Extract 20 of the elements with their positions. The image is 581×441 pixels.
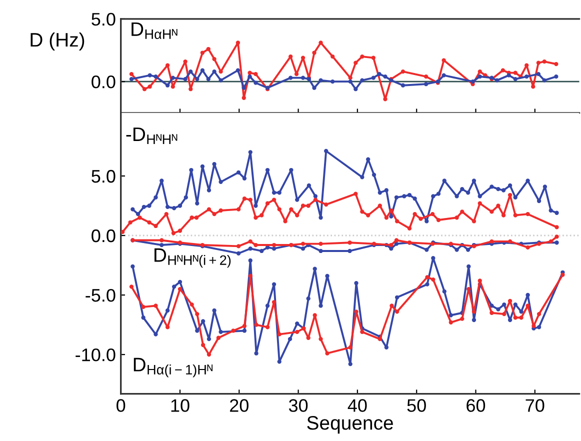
- y-tick-label: 0.0: [92, 76, 116, 88]
- x-tick-label: 40: [348, 399, 367, 412]
- y-tick-label: -10.0: [76, 348, 116, 362]
- annotation: -D$_{HᴺHᴺ}$: [126, 128, 178, 144]
- x-tick-label: 10: [171, 399, 190, 412]
- annotation: D$_{HαHᴺ}$: [132, 22, 178, 40]
- y-tick-label: 5.0: [92, 12, 116, 26]
- x-tick-label: 30: [288, 399, 308, 412]
- annotation: D$_{HᴺHᴺ(i+2)}$: [154, 248, 231, 268]
- x-tick-label: 70: [526, 399, 544, 412]
- y-tick-label: -5.0: [86, 288, 116, 302]
- x-tick-label: 60: [466, 399, 486, 412]
- y-axis-title: D (Hz): [30, 32, 84, 51]
- x-axis-title: Sequence: [307, 416, 393, 434]
- x-tick-label: 20: [230, 399, 248, 412]
- y-tick-label: 0.0: [92, 229, 116, 242]
- x-tick-label: 0: [116, 399, 126, 412]
- y-tick-label: 5.0: [92, 170, 116, 183]
- annotation: D$_{Hα(i−1)Hᴺ}$: [134, 358, 213, 378]
- x-tick-label: 50: [407, 399, 426, 412]
